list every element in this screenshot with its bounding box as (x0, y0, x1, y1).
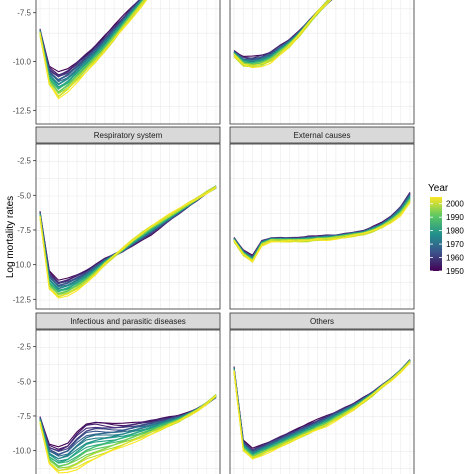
panel-border (229, 143, 415, 310)
series-line-1950 (39, 397, 217, 448)
panel-background (230, 144, 414, 309)
panel-2: Respiratory system -2.5 -5.0 -7.5 -10.0 -12.5 (13, 126, 221, 310)
panel-title: Respiratory system (94, 131, 163, 140)
series-line-2003 (39, 187, 217, 297)
series-line-2005 (39, 186, 217, 299)
series-line-2005 (233, 202, 411, 263)
series-line-1976 (39, 396, 217, 460)
legend-tick-label: 1950 (446, 267, 464, 276)
panels-group: -7.5 -10.0 -12.5 Respiratory system -2.5 -5.0… (13, 0, 415, 474)
y-tick-label: -2.5 (17, 157, 31, 166)
series-line-1993 (39, 0, 146, 93)
y-tick-label: -10.0 (13, 261, 32, 270)
y-tick-label: -2.5 (17, 343, 31, 352)
panel-border (229, 329, 415, 474)
y-tick-label: -12.5 (13, 295, 32, 304)
y-tick-label: -10.0 (13, 447, 32, 456)
panel-strip (35, 126, 221, 144)
panel-strip (229, 126, 415, 144)
panel-strip (35, 312, 221, 330)
panel-title: Others (310, 317, 334, 326)
panel-border (35, 329, 221, 474)
y-tick-label: -5.0 (17, 377, 31, 386)
legend-ticks: 2000 1990 1980 1970 1960 1950 (430, 200, 464, 276)
y-tick-label: -5.0 (17, 191, 31, 200)
series-line-1950 (39, 0, 141, 73)
y-tick-label: -7.5 (17, 226, 31, 235)
panel-strip (229, 312, 415, 330)
legend-tick-label: 1990 (446, 213, 464, 222)
panel-1 (229, 0, 415, 125)
panel-border (35, 143, 221, 310)
y-tick-label: -10.0 (13, 58, 32, 67)
series-line-1967 (39, 0, 142, 81)
series-line-2005 (233, 0, 332, 69)
legend-tick-label: 2000 (446, 200, 464, 209)
y-tick-label: -7.5 (17, 9, 31, 18)
panel-border (35, 0, 221, 125)
panel-title: Infectious and parasitic diseases (70, 317, 186, 326)
panel-4: Infectious and parasitic diseases -2.5 -5.… (13, 312, 221, 474)
series-line-2000 (233, 0, 330, 68)
series-line-2005 (39, 395, 217, 474)
y-tick-label: -12.5 (13, 106, 32, 115)
panel-0: -7.5 -10.0 -12.5 (13, 0, 221, 125)
panel-3: External causes (229, 126, 415, 310)
legend-tick-label: 1960 (446, 254, 464, 263)
legend: Year 2000 1990 1980 1970 1960 1950 (428, 183, 464, 276)
legend-tick-label: 1970 (446, 240, 464, 249)
series-line-2005 (39, 0, 148, 100)
series-line-2003 (233, 202, 411, 262)
legend-tick-label: 1980 (446, 227, 464, 236)
series-line-1957 (39, 0, 140, 77)
panel-5: Others (229, 312, 415, 474)
legend-title: Year (428, 183, 449, 194)
panel-background (36, 330, 220, 474)
legend-colorbar (430, 197, 442, 271)
y-axis-label: Log mortality rates (5, 196, 16, 278)
panel-border (229, 0, 415, 125)
series-line-1983 (39, 0, 144, 89)
panel-title: External causes (294, 131, 351, 140)
y-tick-label: -7.5 (17, 412, 31, 421)
series-line-2005 (233, 361, 411, 460)
series-line-2003 (233, 0, 330, 66)
series-line-2003 (39, 0, 147, 97)
series-line-2003 (39, 395, 217, 472)
series-line-1976 (39, 0, 144, 85)
series-line-2003 (233, 362, 411, 459)
